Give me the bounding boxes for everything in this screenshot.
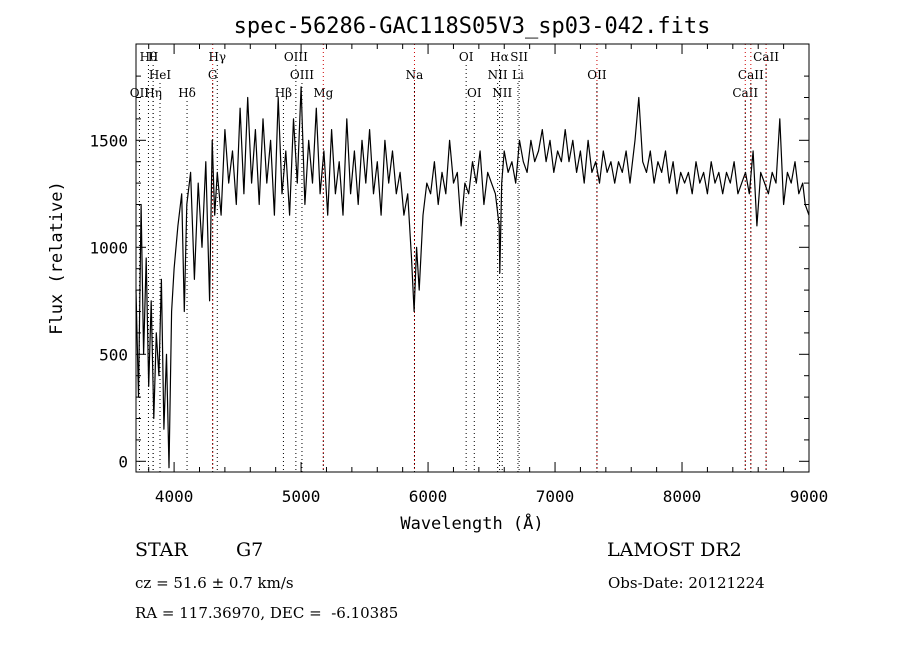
plot-frame [135, 43, 810, 473]
y-axis-label: Flux (relative) [47, 181, 67, 335]
line-label-12: NII [488, 68, 508, 82]
y-tick-label-2: 1000 [89, 238, 128, 257]
line-label-5: Hα [490, 50, 509, 64]
y-tick-label-3: 1500 [89, 131, 128, 150]
y-tick-label-0: 0 [118, 452, 128, 471]
line-label-6: SII [510, 50, 528, 64]
line-label-15: CaII [738, 68, 764, 82]
x-tick-label-0: 4000 [155, 487, 194, 506]
line-label-19: Hβ [275, 86, 292, 100]
spectrum-series [135, 86, 810, 469]
line-label-11: Na [406, 68, 424, 82]
subclass-label: G7 [236, 539, 264, 561]
x-tick-label-2: 6000 [409, 487, 448, 506]
x-tick-label-3: 7000 [536, 487, 575, 506]
ra-dec-label: RA = 117.36970, DEC = -6.10385 [135, 604, 399, 622]
line-label-4: OI [459, 50, 474, 64]
x-tick-label-1: 5000 [282, 487, 321, 506]
cz-label: cz = 51.6 ± 0.7 km/s [135, 574, 294, 592]
line-label-2: Hγ [208, 50, 226, 64]
obs-date-label: Obs-Date: 20121224 [608, 574, 765, 592]
line-label-1: H [148, 50, 158, 64]
line-label-16: OII [130, 86, 150, 100]
chart-title: spec-56286-GAC118S05V3_sp03-042.fits [234, 14, 711, 39]
line-label-8: HeI [149, 68, 172, 82]
line-label-10: OIII [290, 68, 314, 82]
line-label-0: Hθ [140, 50, 158, 64]
line-label-14: OII [587, 68, 607, 82]
line-label-18: Hδ [178, 86, 196, 100]
class-label: STAR [135, 539, 188, 561]
y-tick-label-1: 500 [99, 345, 128, 364]
line-label-22: NII [492, 86, 512, 100]
spectrum-line [135, 86, 810, 469]
axis-ticks: 4000 5000 6000 7000 8000 9000 0 500 1000 1500 [89, 44, 828, 506]
line-label-17: Hη [144, 86, 162, 100]
x-axis-label: Wavelength (Å) [400, 512, 543, 534]
line-label-9: G [208, 68, 218, 82]
x-tick-label-4: 8000 [663, 487, 702, 506]
survey-label: LAMOST DR2 [607, 539, 742, 561]
x-tick-label-5: 9000 [790, 487, 829, 506]
line-label-13: Li [512, 68, 524, 82]
line-label-3: OIII [284, 50, 308, 64]
line-label-21: OI [467, 86, 482, 100]
